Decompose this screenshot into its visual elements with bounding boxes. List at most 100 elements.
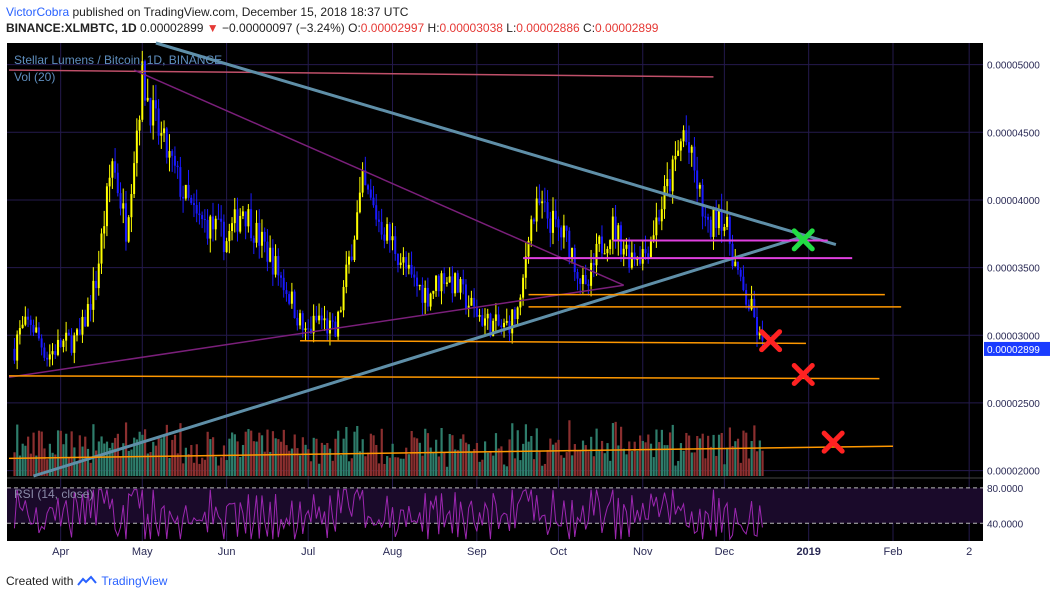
- candle-body: [611, 216, 614, 241]
- x-tick-label: Jul: [301, 546, 315, 558]
- candle-body: [470, 297, 473, 306]
- candle-body: [557, 219, 560, 228]
- rsi-band: [7, 487, 983, 524]
- candle-body: [122, 203, 125, 209]
- candle-body: [685, 130, 688, 143]
- volume-bar: [620, 426, 623, 476]
- candle-body: [690, 146, 693, 153]
- rsi-label: RSI (14, close): [14, 487, 93, 501]
- candle-body: [543, 201, 546, 203]
- candle-body: [212, 216, 214, 230]
- candle-body: [141, 61, 144, 120]
- candle-body: [723, 226, 726, 231]
- candle-body: [617, 225, 620, 242]
- volume-bar: [693, 452, 696, 476]
- candle-body: [296, 317, 299, 326]
- price-chart[interactable]: 0.00005000 0.00004500 0.00004000 0.00003500…: [0, 40, 1059, 572]
- volume-bar: [750, 441, 753, 476]
- candle-body: [448, 276, 451, 283]
- volume-bar: [326, 443, 329, 476]
- volume-bar: [144, 429, 147, 476]
- volume-bar: [595, 428, 598, 476]
- volume-bar: [116, 433, 119, 476]
- volume-bar: [356, 425, 359, 476]
- volume-bar: [546, 450, 549, 476]
- check-cross-mark: [791, 228, 815, 252]
- volume-bar: [405, 447, 408, 476]
- candle-body: [715, 207, 718, 229]
- candle-body: [124, 203, 127, 242]
- candle-body: [339, 310, 342, 312]
- symbol-label: BINANCE:XLMBTC, 1D: [6, 21, 137, 35]
- volume-bar: [331, 460, 334, 476]
- volume-bar: [668, 432, 672, 476]
- candle-body: [402, 257, 405, 263]
- candle-body: [282, 277, 285, 291]
- candle-body: [46, 357, 49, 360]
- volume-bar: [67, 457, 71, 476]
- candle-body: [424, 287, 427, 303]
- support-line: [8, 375, 880, 380]
- candle-body: [372, 197, 375, 206]
- candle-body: [198, 213, 201, 216]
- volume-bar: [758, 440, 761, 476]
- purple-uptrend-line: [8, 284, 624, 378]
- volume-bar: [37, 430, 41, 476]
- candle-body: [484, 318, 486, 326]
- candle-body: [146, 97, 149, 101]
- volume-bar: [538, 450, 541, 476]
- candle-body: [720, 209, 723, 231]
- candle-body: [326, 318, 329, 334]
- candle-body: [21, 324, 24, 329]
- volume-bar: [484, 441, 487, 476]
- volume-bar: [312, 437, 315, 476]
- candle-body: [584, 274, 587, 285]
- volume-bar: [581, 440, 585, 476]
- x-tick-label: May: [132, 546, 153, 558]
- volume-bar: [231, 432, 234, 476]
- candle-body: [674, 155, 677, 160]
- candle-body: [176, 165, 179, 168]
- candle-body: [571, 248, 574, 258]
- volume-bar: [690, 452, 693, 476]
- candle-body: [750, 298, 753, 310]
- volume-bar: [677, 460, 680, 476]
- volume-bar: [492, 455, 495, 476]
- volume-bar: [108, 447, 111, 476]
- x-tick-label: Nov: [633, 546, 653, 558]
- volume-bar: [201, 457, 204, 476]
- chart-header: VictorCobra published on TradingView.com…: [6, 4, 658, 36]
- tradingview-logo-icon: [77, 575, 98, 586]
- volume-bar: [644, 442, 647, 476]
- volume-bar: [92, 424, 95, 476]
- candle-body: [95, 280, 98, 289]
- candle-body: [100, 233, 103, 264]
- author-link[interactable]: VictorCobra: [6, 5, 70, 19]
- candle-body: [27, 316, 30, 320]
- volume-bar: [247, 429, 250, 476]
- volume-bar: [293, 434, 296, 476]
- volume-bar: [761, 450, 764, 476]
- volume-bar: [456, 450, 459, 476]
- chart-title: Stellar Lumens / Bitcoin, 1D, BINANCE: [14, 53, 222, 67]
- volume-bar: [244, 431, 247, 476]
- candle-body: [250, 209, 253, 239]
- volume-bar: [717, 434, 721, 476]
- candle-body: [192, 203, 195, 205]
- candle-body: [97, 263, 100, 289]
- candle-body: [383, 234, 386, 241]
- candle-body: [443, 273, 446, 284]
- volume-bar: [399, 458, 402, 476]
- purple-downtrend-line: [133, 69, 625, 286]
- candle-body: [62, 340, 65, 347]
- candle-body: [530, 219, 533, 241]
- candle-body: [481, 315, 484, 326]
- candle-body: [225, 241, 228, 253]
- candle-body: [318, 315, 321, 321]
- candle-body: [220, 218, 223, 222]
- volume-bar: [16, 424, 19, 476]
- volume-bar: [508, 439, 511, 476]
- volume-bar: [76, 463, 79, 476]
- candle-body: [144, 61, 146, 101]
- tradingview-brand[interactable]: TradingView: [101, 574, 168, 588]
